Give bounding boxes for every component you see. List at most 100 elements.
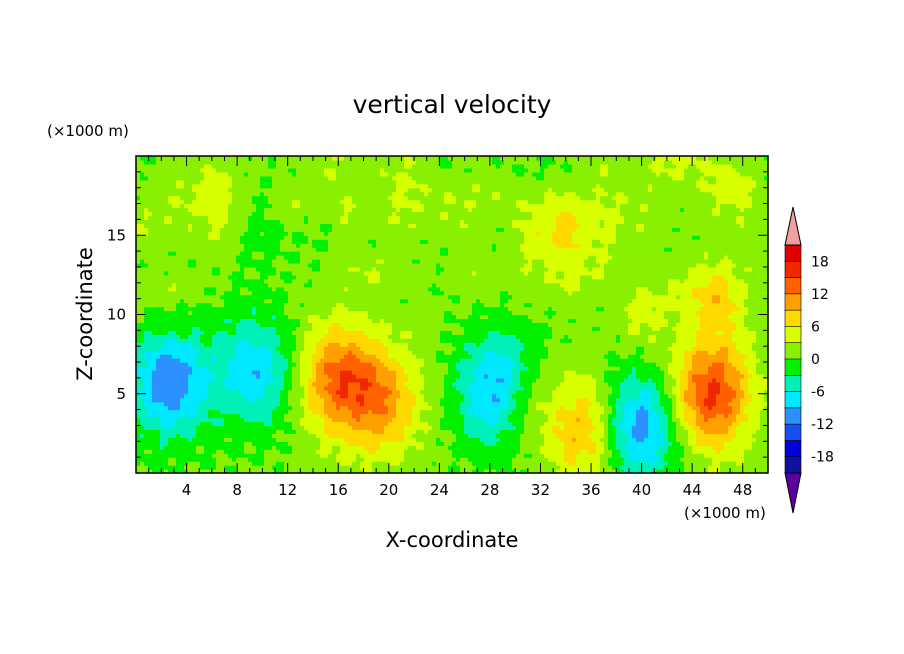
heatmap-cell — [752, 425, 757, 431]
heatmap-cell — [560, 385, 565, 391]
heatmap-cell — [280, 453, 285, 458]
heatmap-cell — [140, 354, 145, 359]
heatmap-cell — [264, 350, 269, 355]
heatmap-cell — [164, 401, 169, 407]
heatmap-cell — [272, 437, 277, 442]
heatmap-cell — [552, 413, 557, 419]
heatmap-cell — [540, 413, 545, 419]
heatmap-cell — [680, 429, 685, 434]
heatmap-cell — [148, 401, 153, 407]
heatmap-cell — [644, 409, 649, 415]
heatmap-cell — [664, 389, 669, 395]
heatmap-cell — [544, 409, 549, 415]
heatmap-cell — [736, 409, 741, 415]
heatmap-cell — [136, 409, 141, 415]
heatmap-cell — [696, 369, 701, 375]
heatmap-cell — [736, 461, 741, 466]
heatmap-cell — [208, 369, 213, 375]
heatmap-cell — [656, 389, 661, 395]
heatmap-cell — [308, 429, 313, 434]
heatmap-cell — [684, 461, 689, 466]
heatmap-cell — [492, 350, 497, 355]
heatmap-cell — [756, 381, 761, 387]
heatmap-cell — [600, 433, 605, 438]
heatmap-cell — [224, 405, 229, 411]
heatmap-cell — [388, 393, 393, 399]
heatmap-cell — [320, 401, 325, 407]
heatmap-cell — [384, 469, 389, 474]
heatmap-cell — [704, 350, 709, 355]
heatmap-cell — [204, 362, 209, 367]
heatmap-cell — [664, 409, 669, 415]
heatmap-cell — [380, 417, 385, 423]
heatmap-cell — [328, 389, 333, 395]
heatmap-cell — [500, 445, 505, 450]
heatmap-cell — [528, 441, 533, 446]
heatmap-cell — [236, 453, 241, 458]
heatmap-cell — [392, 373, 397, 379]
heatmap-cell — [244, 401, 249, 407]
heatmap-cell — [644, 449, 649, 454]
heatmap-cell — [380, 421, 385, 427]
heatmap-cell — [224, 369, 229, 375]
heatmap-cell — [544, 366, 549, 371]
heatmap-cell — [188, 421, 193, 427]
heatmap-cell — [236, 445, 241, 450]
heatmap-cell — [588, 461, 593, 466]
heatmap-cell — [416, 425, 421, 431]
heatmap-cell — [728, 417, 733, 423]
heatmap-cell — [448, 417, 453, 423]
heatmap-cell — [420, 457, 425, 462]
heatmap-cell — [308, 369, 313, 375]
heatmap-cell — [764, 401, 769, 407]
heatmap-cell — [540, 461, 545, 466]
heatmap-cell — [616, 405, 621, 411]
heatmap-cell — [240, 346, 245, 351]
heatmap-cell — [748, 358, 753, 363]
heatmap-cell — [480, 346, 485, 351]
heatmap-cell — [228, 377, 233, 383]
heatmap-cell — [180, 401, 185, 407]
heatmap-cell — [272, 409, 277, 415]
heatmap-cell — [656, 453, 661, 458]
heatmap-cell — [296, 377, 301, 383]
heatmap-cell — [408, 358, 413, 363]
heatmap-cell — [260, 369, 265, 375]
heatmap-cell — [648, 358, 653, 363]
heatmap-cell — [340, 469, 345, 474]
heatmap-cell — [596, 437, 601, 442]
heatmap-cell — [632, 393, 637, 399]
heatmap-cell — [160, 381, 165, 387]
heatmap-cell — [644, 421, 649, 427]
heatmap-cell — [424, 425, 429, 431]
heatmap-cell — [720, 366, 725, 371]
heatmap-cell — [264, 405, 269, 411]
heatmap-cell — [688, 453, 693, 458]
heatmap-cell — [148, 469, 153, 474]
heatmap-cell — [148, 413, 153, 419]
heatmap-cell — [568, 369, 573, 375]
heatmap-cell — [480, 465, 485, 470]
heatmap-cell — [180, 457, 185, 462]
heatmap-cell — [704, 373, 709, 379]
heatmap-cell — [160, 425, 165, 431]
heatmap-cell — [364, 369, 369, 375]
heatmap-cell — [732, 393, 737, 399]
heatmap-cell — [640, 401, 645, 407]
heatmap-cell — [392, 453, 397, 458]
heatmap-cell — [384, 377, 389, 383]
heatmap-cell — [352, 417, 357, 423]
heatmap-cell — [320, 397, 325, 403]
heatmap-cell — [328, 362, 333, 367]
heatmap-cell — [388, 469, 393, 474]
heatmap-cell — [624, 417, 629, 423]
heatmap-cell — [496, 417, 501, 423]
heatmap-cell — [216, 433, 221, 438]
heatmap-cell — [496, 381, 501, 387]
heatmap-cell — [468, 366, 473, 371]
heatmap-cell — [524, 461, 529, 466]
heatmap-cell — [336, 409, 341, 415]
heatmap-cell — [528, 465, 533, 470]
heatmap-cell — [668, 421, 673, 427]
heatmap-cell — [612, 405, 617, 411]
